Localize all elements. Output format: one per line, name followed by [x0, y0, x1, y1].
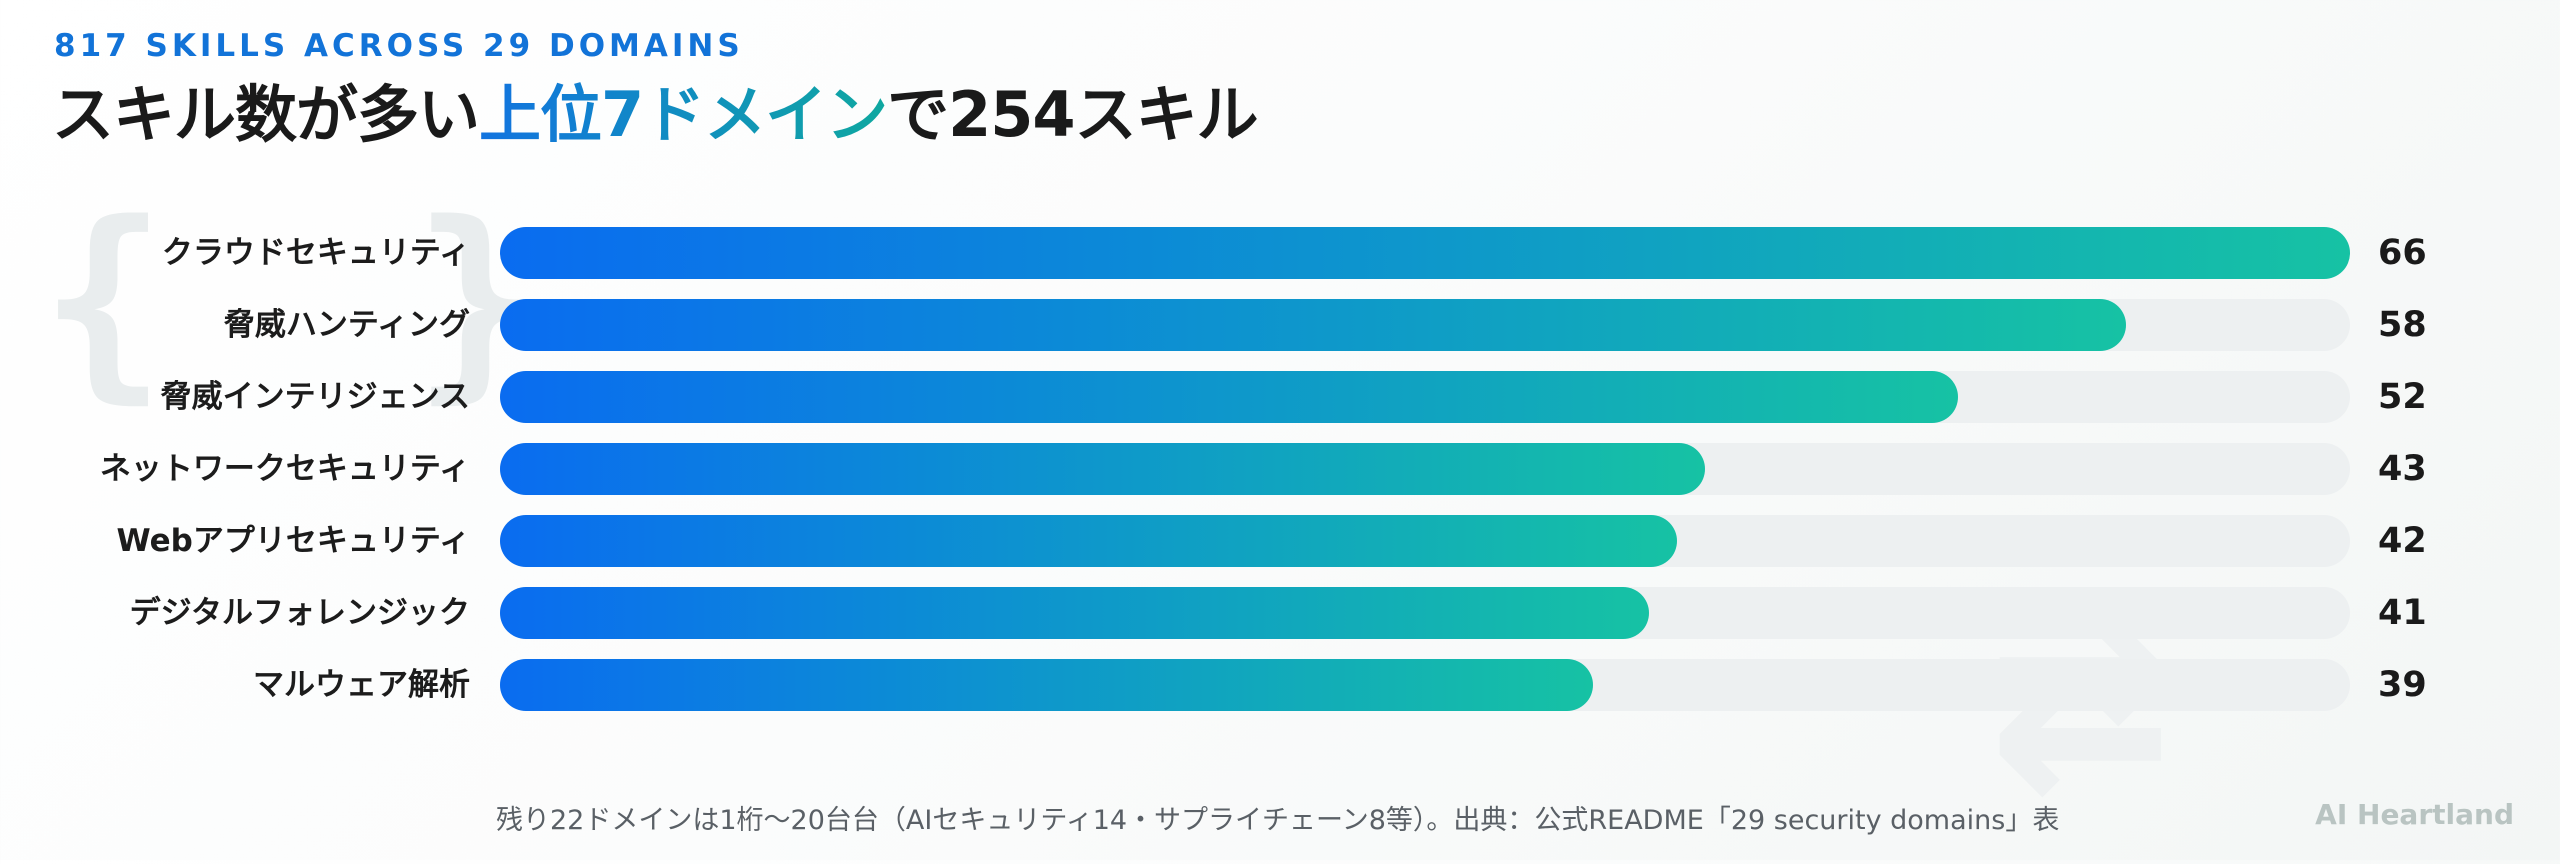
value-label: 42: [2378, 521, 2427, 561]
value-label: 66: [2378, 233, 2427, 273]
bar-row: 脅威インテリジェンス 52: [0, 371, 2560, 423]
bar-track: [500, 443, 2350, 495]
bar-row: デジタルフォレンジック 41: [0, 587, 2560, 639]
category-label: クラウドセキュリティ: [161, 235, 470, 271]
bar-track: [500, 587, 2350, 639]
bar-row: 脅威ハンティング 58: [0, 299, 2560, 351]
title-highlight: 上位7ドメイン: [479, 78, 888, 151]
title-suffix: で254スキル: [887, 78, 1258, 151]
category-label: デジタルフォレンジック: [129, 595, 470, 631]
bar-track: [500, 227, 2350, 279]
eyebrow-label: 817 SKILLS ACROSS 29 DOMAINS: [54, 28, 744, 64]
bar-track: [500, 371, 2350, 423]
bar-row: Webアプリセキュリティ 42: [0, 515, 2560, 567]
bar: [500, 587, 1649, 639]
bar: [500, 299, 2126, 351]
page-title: スキル数が多い上位7ドメインで254スキル: [52, 64, 1259, 154]
bar-track: [500, 299, 2350, 351]
bar: [500, 659, 1593, 711]
bar: [500, 227, 2350, 279]
category-label: ネットワークセキュリティ: [99, 451, 470, 487]
bar: [500, 515, 1677, 567]
bar-track: [500, 659, 2350, 711]
value-label: 41: [2378, 593, 2427, 633]
brand-logo: AI Heartland: [2315, 798, 2514, 831]
bar-row: ネットワークセキュリティ 43: [0, 443, 2560, 495]
bar: [500, 371, 1958, 423]
category-label: 脅威インテリジェンス: [160, 379, 470, 415]
bar-row: マルウェア解析 39: [0, 659, 2560, 711]
bar-row: クラウドセキュリティ 66: [0, 227, 2560, 279]
bar: [500, 443, 1705, 495]
category-label: Webアプリセキュリティ: [116, 523, 470, 559]
category-label: マルウェア解析: [253, 667, 470, 703]
value-label: 52: [2378, 377, 2427, 417]
value-label: 39: [2378, 665, 2427, 705]
category-label: 脅威ハンティング: [223, 307, 470, 343]
bar-track: [500, 515, 2350, 567]
source-footnote: 残り22ドメインは1桁〜20台台（AIセキュリティ14・サプライチェーン8等）。…: [496, 805, 2060, 836]
title-prefix: スキル数が多い: [52, 78, 480, 151]
value-label: 43: [2378, 449, 2427, 489]
value-label: 58: [2378, 305, 2427, 345]
